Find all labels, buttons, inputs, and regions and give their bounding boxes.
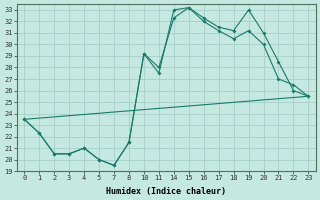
X-axis label: Humidex (Indice chaleur): Humidex (Indice chaleur) bbox=[106, 187, 226, 196]
